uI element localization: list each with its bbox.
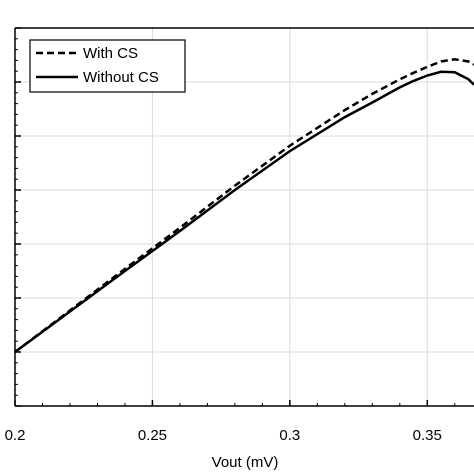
- legend-label: With CS: [83, 45, 138, 62]
- data-line: [14, 70, 474, 354]
- x-tick-label: 0.2: [5, 427, 26, 444]
- x-tick-label: 0.3: [279, 427, 300, 444]
- legend-label: Without CS: [83, 69, 159, 86]
- data-line: [14, 58, 474, 353]
- x-axis-label: Vout (mV): [212, 454, 279, 471]
- x-tick-label: 0.25: [138, 427, 167, 444]
- legend-box: [29, 39, 186, 93]
- x-tick-label: 0.35: [413, 427, 442, 444]
